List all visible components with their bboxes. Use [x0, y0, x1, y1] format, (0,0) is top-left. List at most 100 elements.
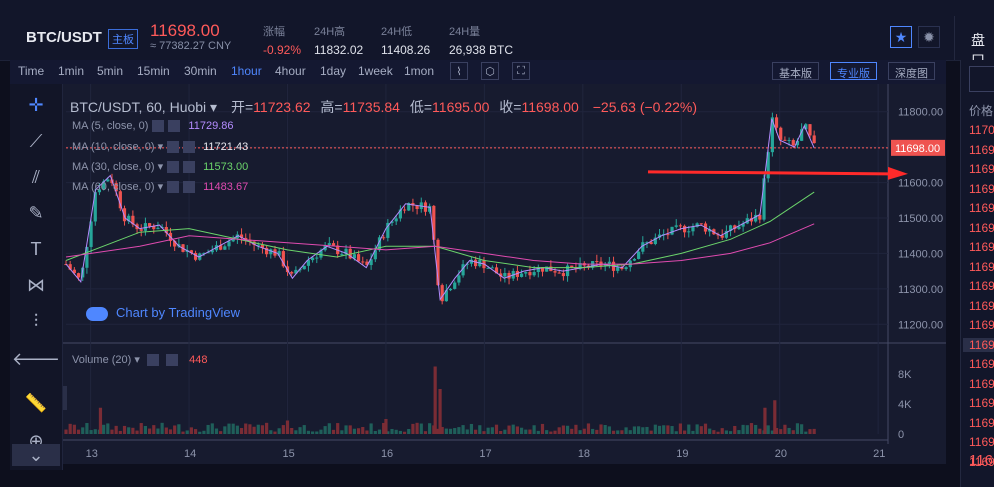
ma60-legend[interactable]: MA (60, close, 0) ▾ 11483.67	[72, 181, 249, 194]
tf-30min[interactable]: 30min	[184, 64, 217, 78]
favorite-star-icon[interactable]: ★	[890, 26, 912, 48]
tf-1mon[interactable]: 1mon	[404, 64, 435, 78]
volume-bar	[666, 425, 670, 434]
orderbook-price[interactable]: 1169	[963, 337, 994, 352]
symbol-label[interactable]: BTC/USDT, 60, Huobi	[70, 99, 207, 115]
volume-bar	[394, 429, 398, 434]
orderbook-price[interactable]: 1169	[969, 181, 994, 196]
candle-body	[624, 267, 628, 270]
ma-remove-icon[interactable]	[183, 181, 196, 194]
orderbook-price[interactable]: 1169	[969, 220, 994, 235]
orderbook-price[interactable]: 1169	[969, 201, 994, 215]
candle-body	[507, 272, 511, 279]
measure-tool-icon[interactable]: ⫶	[33, 310, 39, 331]
view-basic-button[interactable]: 基本版	[772, 62, 819, 80]
orderbook-price[interactable]: 1169	[969, 259, 994, 274]
tradingview-watermark[interactable]: Chart by TradingView	[86, 305, 240, 321]
volume-bar	[85, 423, 89, 434]
text-tool-icon[interactable]: T	[30, 238, 42, 259]
volume-legend[interactable]: Volume (20) ▾ 448	[72, 354, 208, 367]
ma-remove-icon[interactable]	[183, 141, 196, 154]
tf-1hour[interactable]: 1hour	[231, 64, 262, 78]
ma-settings-icon[interactable]	[167, 181, 180, 194]
tf-time[interactable]: Time	[18, 64, 45, 78]
ma30-legend[interactable]: MA (30, close, 0) ▾ 11573.00	[72, 161, 249, 174]
brush-icon[interactable]: ✎	[28, 202, 44, 223]
back-arrow-icon[interactable]: 🡐	[11, 348, 61, 369]
fullscreen-icon[interactable]: ⛶	[512, 62, 530, 80]
volume-bar	[72, 424, 76, 434]
tf-5min[interactable]: 5min	[97, 64, 124, 78]
tf-1week[interactable]: 1week	[358, 64, 393, 78]
candle-body	[766, 152, 770, 179]
candle-body	[800, 129, 804, 141]
orderbook-price[interactable]: 1169	[969, 435, 994, 449]
volume-spike-bar	[285, 420, 290, 434]
pattern-tool-icon[interactable]: ⋈	[27, 274, 45, 295]
volume-bar	[423, 431, 428, 434]
orderbook-price[interactable]: 1169	[969, 357, 994, 371]
ruler-icon[interactable]: 📏	[24, 392, 48, 413]
stat-24h-low: 24H低 11408.26	[381, 23, 430, 57]
volume-bar	[244, 423, 248, 434]
candle-body	[311, 257, 315, 261]
volume-bar	[720, 428, 724, 434]
indicator-settings-icon[interactable]: ⬡	[481, 62, 499, 80]
candle-body	[281, 251, 285, 267]
ma10-legend[interactable]: MA (10, close, 0) ▾ 11721.43	[72, 141, 249, 154]
volume-bar	[131, 427, 135, 434]
pair-title[interactable]: BTC/USDT	[26, 29, 102, 46]
view-pro-button[interactable]: 专业版	[830, 62, 877, 80]
tf-4hour[interactable]: 4hour	[275, 64, 306, 78]
candle-body	[708, 229, 712, 232]
volume-bar	[185, 430, 189, 434]
volume-spike-bar	[438, 389, 442, 434]
ma-remove-icon[interactable]	[183, 161, 196, 174]
chart-type-icon[interactable]: ⌇	[450, 62, 468, 80]
orderbook-price[interactable]: 1169	[969, 142, 994, 157]
orderbook-price[interactable]: 1169	[969, 240, 994, 254]
orderbook-price[interactable]: 1170	[969, 123, 994, 137]
volume-bar	[444, 428, 448, 434]
ma-remove-icon[interactable]	[168, 120, 181, 133]
orderbook-price[interactable]: 1169	[969, 298, 994, 313]
fib-tool-icon[interactable]: ⫽	[31, 166, 41, 187]
orderbook-price[interactable]: 1169	[969, 318, 994, 332]
candle-body	[674, 225, 678, 227]
crosshair-icon[interactable]: ✛	[28, 94, 44, 115]
orderbook-price[interactable]: 1169	[969, 454, 994, 469]
tf-1min[interactable]: 1min	[58, 64, 85, 78]
price-tick-label: 11400.00	[898, 248, 943, 260]
volume-bar	[164, 427, 168, 434]
tf-1day[interactable]: 1day	[320, 64, 347, 78]
volume-bar	[770, 430, 774, 434]
tradingview-cloud-icon	[86, 306, 108, 321]
orderbook-price[interactable]: 1169	[969, 415, 994, 430]
tf-15min[interactable]: 15min	[137, 64, 170, 78]
volume-bar	[649, 430, 653, 434]
candle-body	[428, 205, 432, 212]
trend-line-icon[interactable]: ⟋	[29, 130, 43, 151]
ma5-legend[interactable]: MA (5, close, 0) 11729.86	[72, 120, 234, 133]
volume-bar	[382, 422, 386, 434]
chart-canvas[interactable]: 11800.0011700.0011600.0011500.0011400.00…	[63, 84, 946, 464]
ma-settings-icon[interactable]	[152, 120, 165, 133]
volume-bar	[294, 430, 298, 434]
volume-bar	[440, 426, 444, 434]
theme-sun-icon[interactable]: ✹	[918, 26, 940, 48]
volume-bar	[766, 425, 770, 434]
volume-settings-icon[interactable]	[146, 354, 159, 367]
orderbook-price[interactable]: 1169	[969, 162, 994, 176]
volume-remove-icon[interactable]	[166, 354, 179, 367]
price-chart[interactable]: 11800.0011700.0011600.0011500.0011400.00…	[63, 84, 946, 464]
ma-settings-icon[interactable]	[167, 161, 180, 174]
expand-chevron-icon[interactable]: ⌄	[12, 444, 60, 466]
candle-body	[540, 267, 545, 272]
orderbook-price[interactable]: 1169	[969, 396, 994, 410]
orderbook-price[interactable]: 1169	[969, 376, 994, 391]
orderbook-mode-icon[interactable]	[969, 66, 994, 92]
orderbook-price[interactable]: 1169	[969, 279, 994, 293]
ma-settings-icon[interactable]	[167, 141, 180, 154]
view-depth-button[interactable]: 深度图	[888, 62, 935, 80]
candle-body	[808, 124, 812, 136]
